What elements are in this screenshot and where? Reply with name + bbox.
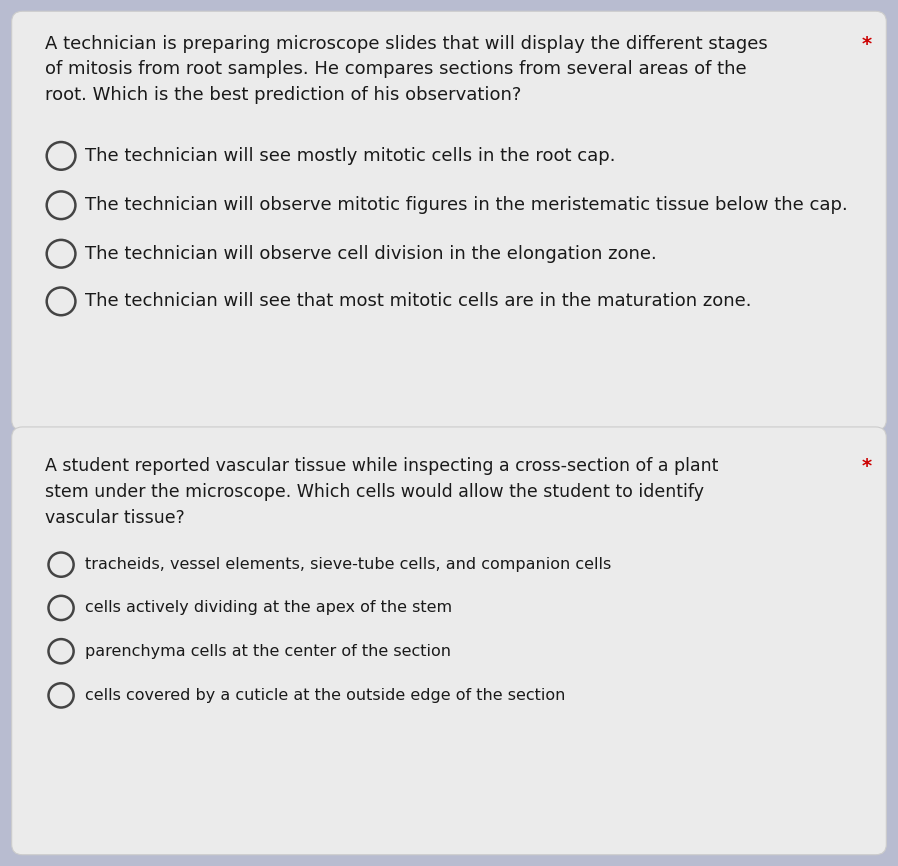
FancyBboxPatch shape bbox=[12, 11, 886, 430]
Text: The technician will see mostly mitotic cells in the root cap.: The technician will see mostly mitotic c… bbox=[85, 147, 616, 165]
Text: A student reported vascular tissue while inspecting a cross-section of a plant
s: A student reported vascular tissue while… bbox=[45, 457, 718, 527]
Text: The technician will observe cell division in the elongation zone.: The technician will observe cell divisio… bbox=[85, 245, 657, 262]
Text: *: * bbox=[862, 457, 872, 476]
Text: The technician will see that most mitotic cells are in the maturation zone.: The technician will see that most mitoti… bbox=[85, 293, 752, 310]
Text: The technician will observe mitotic figures in the meristematic tissue below the: The technician will observe mitotic figu… bbox=[85, 197, 848, 214]
Text: A technician is preparing microscope slides that will display the different stag: A technician is preparing microscope sli… bbox=[45, 35, 768, 104]
Text: cells covered by a cuticle at the outside edge of the section: cells covered by a cuticle at the outsid… bbox=[85, 688, 566, 703]
Text: cells actively dividing at the apex of the stem: cells actively dividing at the apex of t… bbox=[85, 600, 453, 616]
Text: tracheids, vessel elements, sieve-tube cells, and companion cells: tracheids, vessel elements, sieve-tube c… bbox=[85, 557, 612, 572]
Text: *: * bbox=[862, 35, 872, 54]
FancyBboxPatch shape bbox=[12, 427, 886, 855]
Text: parenchyma cells at the center of the section: parenchyma cells at the center of the se… bbox=[85, 643, 452, 659]
